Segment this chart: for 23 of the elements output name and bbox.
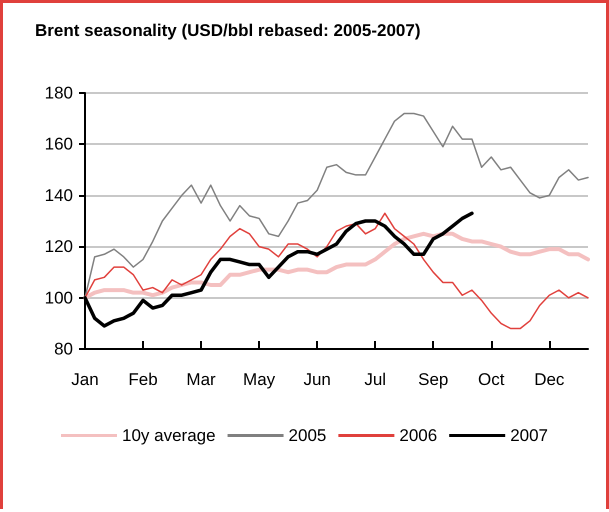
y-tick-label: 140: [44, 186, 73, 205]
y-tick-label: 120: [44, 237, 73, 256]
legend-label: 2006: [399, 426, 438, 445]
x-tick-label: Feb: [128, 370, 158, 389]
legend-label: 10y average: [122, 426, 216, 445]
x-tick-label: Jan: [71, 370, 99, 389]
x-tick-label: Mar: [186, 370, 216, 389]
line-series: [84, 212, 589, 330]
y-tick-label: 100: [44, 288, 73, 308]
line-series: [83, 232, 590, 300]
x-tick-label: Dec: [534, 370, 565, 389]
y-tick-label: 80: [54, 340, 73, 358]
x-tick-label: Jul: [364, 370, 386, 389]
x-tick-label: Jun: [303, 370, 331, 389]
line-series: [84, 112, 589, 299]
x-tick-label: May: [243, 370, 276, 389]
x-tick-label: Sep: [418, 370, 448, 389]
legend-label: 2007: [510, 426, 548, 445]
x-tick-label: Oct: [478, 370, 505, 389]
legend-label: 2005: [288, 426, 326, 445]
y-tick-label: 180: [44, 84, 73, 102]
y-tick-label: 160: [44, 134, 73, 154]
chart-title: Brent seasonality (USD/bbl rebased: 2005-2007): [35, 21, 420, 40]
